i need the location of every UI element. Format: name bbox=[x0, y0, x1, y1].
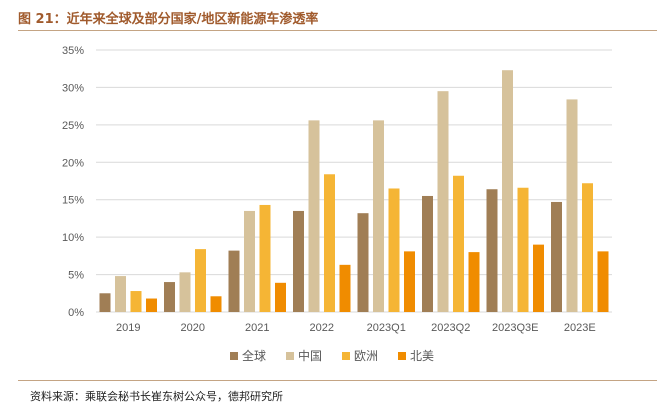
bar-中国-2021 bbox=[244, 210, 255, 312]
bar-欧洲-2019 bbox=[130, 291, 142, 312]
bar-中国-2023Q2 bbox=[437, 91, 449, 313]
axis-layer: 0% 5% 10% 15% 20% 25% 30% 35% 2019 2020 2021 2022 20… bbox=[62, 45, 596, 334]
bar-北美-2023Q1 bbox=[404, 251, 415, 312]
bar-欧洲-2020 bbox=[195, 249, 206, 312]
bar-全球-2023Q3E bbox=[486, 189, 498, 312]
y-tick-label: 25% bbox=[62, 120, 84, 132]
bar-全球-2023E bbox=[551, 201, 562, 312]
x-tick-label: 2023Q2 bbox=[431, 322, 470, 334]
x-tick-label: 2020 bbox=[181, 322, 205, 334]
bar-欧洲-2022 bbox=[324, 174, 335, 312]
bar-北美-2023Q3E bbox=[533, 244, 544, 312]
bar-全球-2023Q2 bbox=[422, 195, 433, 312]
bar-欧洲-2023Q3E bbox=[517, 187, 529, 312]
legend-swatch-中国 bbox=[286, 352, 294, 360]
bar-北美-2023E bbox=[597, 251, 609, 312]
x-tick-label: 2021 bbox=[245, 322, 269, 334]
bar-中国-2019 bbox=[115, 276, 126, 312]
bar-中国-2020 bbox=[179, 272, 191, 312]
bar-中国-2023Q1 bbox=[373, 120, 384, 312]
source-divider bbox=[18, 380, 657, 381]
x-tick-label: 2023Q1 bbox=[367, 322, 406, 334]
bar-欧洲-2023E bbox=[582, 183, 593, 312]
legend-swatch-北美 bbox=[398, 352, 406, 360]
y-tick-label: 30% bbox=[62, 82, 84, 94]
legend-swatch-欧洲 bbox=[342, 352, 350, 360]
bar-北美-2022 bbox=[339, 264, 351, 312]
x-tick-label: 2019 bbox=[116, 322, 140, 334]
bar-layer bbox=[99, 70, 609, 313]
y-tick-label: 20% bbox=[62, 157, 84, 169]
bar-中国-2023E bbox=[566, 99, 578, 312]
y-tick-label: 35% bbox=[62, 45, 84, 57]
y-tick-label: 0% bbox=[68, 307, 84, 319]
bar-全球-2023Q1 bbox=[357, 213, 369, 312]
title-divider bbox=[18, 30, 657, 31]
bar-全球-2022 bbox=[293, 210, 304, 312]
bar-欧洲-2021 bbox=[259, 204, 271, 312]
bar-北美-2021 bbox=[275, 282, 286, 312]
bar-北美-2020 bbox=[210, 296, 222, 312]
bar-全球-2021 bbox=[228, 250, 240, 312]
bar-全球-2020 bbox=[164, 282, 175, 312]
legend-label-北美: 北美 bbox=[410, 349, 434, 363]
penetration-bar-chart: 0% 5% 10% 15% 20% 25% 30% 35% 2019 2020 2021 2022 20… bbox=[62, 45, 612, 363]
legend-label-欧洲: 欧洲 bbox=[354, 349, 378, 363]
legend-label-中国: 中国 bbox=[298, 348, 322, 363]
legend-label-全球: 全球 bbox=[242, 348, 266, 363]
y-tick-label: 15% bbox=[62, 195, 84, 207]
figure-title: 图 21：近年来全球及部分国家/地区新能源车渗透率 bbox=[18, 12, 319, 27]
bar-北美-2023Q2 bbox=[468, 252, 480, 312]
legend-layer: 全球 中国 欧洲 北美 bbox=[230, 348, 434, 363]
bar-北美-2019 bbox=[146, 298, 157, 312]
bar-欧洲-2023Q2 bbox=[453, 175, 464, 312]
bar-欧洲-2023Q1 bbox=[388, 188, 400, 312]
source-note: 资料来源：乘联会秘书长崔东树公众号，德邦研究所 bbox=[30, 390, 283, 403]
bar-中国-2023Q3E bbox=[502, 70, 513, 312]
x-tick-label: 2023E bbox=[564, 322, 596, 334]
legend-swatch-全球 bbox=[230, 352, 238, 360]
bar-中国-2022 bbox=[308, 120, 320, 312]
y-tick-label: 5% bbox=[68, 270, 84, 282]
x-tick-label: 2023Q3E bbox=[492, 322, 538, 334]
bar-全球-2019 bbox=[99, 293, 111, 312]
y-tick-label: 10% bbox=[62, 232, 84, 244]
x-tick-label: 2022 bbox=[310, 322, 334, 334]
